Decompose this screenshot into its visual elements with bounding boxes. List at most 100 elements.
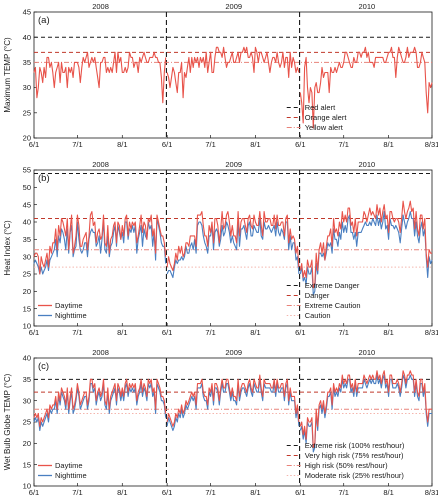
x-tick-label: 7/1 — [205, 140, 215, 149]
x-tick-label: 7/1 — [205, 328, 215, 337]
x-tick-label: 6/1 — [162, 488, 172, 497]
legend-label: High risk (50% rest/hour) — [305, 461, 388, 470]
legend-label: Red alert — [305, 103, 336, 112]
y-tick-label: 25 — [23, 270, 31, 279]
year-label: 2009 — [225, 160, 242, 169]
legend-label: Extreme Danger — [305, 281, 360, 290]
panel-label: (c) — [38, 361, 49, 372]
y-tick-label: 35 — [23, 375, 31, 384]
series-line — [166, 46, 300, 99]
legend-label: Moderate risk (25% rest/hour) — [305, 471, 405, 480]
x-tick-label: 7/1 — [338, 140, 348, 149]
x-tick-label: 8/31 — [425, 140, 438, 149]
x-tick-label: 6/1 — [29, 488, 39, 497]
series-line — [33, 217, 167, 275]
plot-frame — [33, 11, 433, 139]
series-legend-label: Daytime — [55, 301, 83, 310]
y-tick-label: 55 — [23, 166, 31, 175]
y-tick-label: 15 — [23, 304, 31, 313]
x-tick-label: 7/1 — [72, 140, 82, 149]
series-line — [33, 211, 167, 275]
plot-frame — [33, 169, 433, 327]
x-tick-label: 6/1 — [29, 328, 39, 337]
y-tick-label: 10 — [23, 322, 31, 331]
x-tick-label: 8/1 — [383, 488, 393, 497]
x-tick-label: 7/1 — [72, 488, 82, 497]
series-legend-label: Nighttime — [55, 471, 87, 480]
y-tick-label: 45 — [23, 200, 31, 209]
x-tick-label: 7/1 — [338, 328, 348, 337]
y-tick-label: 40 — [23, 218, 31, 227]
series-legend-label: Daytime — [55, 461, 83, 470]
y-tick-label: 30 — [23, 252, 31, 261]
x-tick-label: 8/31 — [425, 488, 438, 497]
x-tick-label: 8/1 — [250, 328, 260, 337]
y-tick-label: 50 — [23, 183, 31, 192]
y-tick-label: 15 — [23, 460, 31, 469]
year-label: 2008 — [92, 2, 109, 11]
x-tick-label: 8/31 — [425, 328, 438, 337]
year-label: 2010 — [359, 160, 376, 169]
x-tick-label: 6/1 — [295, 328, 305, 337]
y-tick-label: 20 — [23, 439, 31, 448]
legend-label: Very high risk (75% rest/hour) — [305, 451, 404, 460]
x-tick-label: 8/1 — [117, 140, 127, 149]
series-line — [166, 374, 300, 427]
legend-label: Danger — [305, 291, 330, 300]
y-tick-label: 35 — [23, 235, 31, 244]
series-legend-label: Nighttime — [55, 311, 87, 320]
series-line — [33, 378, 167, 427]
panel-label: (a) — [38, 15, 50, 26]
x-tick-label: 8/1 — [250, 140, 260, 149]
x-tick-label: 8/1 — [383, 328, 393, 337]
legend-label: Extreme risk (100% rest/hour) — [305, 441, 405, 450]
x-tick-label: 8/1 — [383, 140, 393, 149]
y-tick-label: 40 — [23, 354, 31, 363]
legend-label: Yellow alert — [305, 123, 344, 132]
x-tick-label: 8/1 — [117, 328, 127, 337]
y-axis-label: Maximum TEMP (°C) — [3, 37, 12, 113]
year-label: 2009 — [225, 2, 242, 11]
x-tick-label: 6/1 — [295, 488, 305, 497]
y-tick-label: 20 — [23, 287, 31, 296]
series-line — [299, 370, 432, 449]
y-tick-label: 25 — [23, 418, 31, 427]
year-label: 2009 — [225, 348, 242, 357]
chart-panel-1: 2008 2009 2010 20 25 30 35 40 45 6/1 7/1 8/1 6/1 7/1 8… — [3, 2, 438, 149]
year-label: 2008 — [92, 348, 109, 357]
x-tick-label: 7/1 — [338, 488, 348, 497]
panel-label: (b) — [38, 173, 50, 184]
y-tick-label: 20 — [23, 134, 31, 143]
series-line — [166, 217, 300, 279]
x-tick-label: 8/1 — [250, 488, 260, 497]
series-line — [299, 374, 432, 453]
y-tick-label: 30 — [23, 83, 31, 92]
y-tick-label: 40 — [23, 33, 31, 42]
series-line — [299, 211, 433, 296]
x-tick-label: 8/1 — [117, 488, 127, 497]
year-label: 2010 — [359, 348, 376, 357]
year-label: 2010 — [359, 2, 376, 11]
x-tick-label: 7/1 — [72, 328, 82, 337]
series-line — [33, 51, 167, 104]
legend-label: Orange alert — [305, 113, 348, 122]
y-tick-label: 35 — [23, 58, 31, 67]
y-tick-label: 25 — [23, 108, 31, 117]
y-tick-label: 30 — [23, 396, 31, 405]
y-axis-label: Wet Bulb Globe TEMP (°C) — [3, 373, 12, 470]
y-tick-label: 45 — [23, 8, 31, 17]
series-line — [299, 200, 432, 289]
legend-label: Extreme Caution — [305, 301, 361, 310]
x-tick-label: 6/1 — [162, 140, 172, 149]
year-label: 2008 — [92, 160, 109, 169]
series-line — [299, 46, 433, 129]
y-axis-label: Heat Index (°C) — [3, 220, 12, 276]
y-tick-label: 10 — [23, 482, 31, 491]
legend-label: Caution — [305, 311, 331, 320]
x-tick-label: 6/1 — [295, 140, 305, 149]
x-tick-label: 6/1 — [29, 140, 39, 149]
x-tick-label: 6/1 — [162, 328, 172, 337]
